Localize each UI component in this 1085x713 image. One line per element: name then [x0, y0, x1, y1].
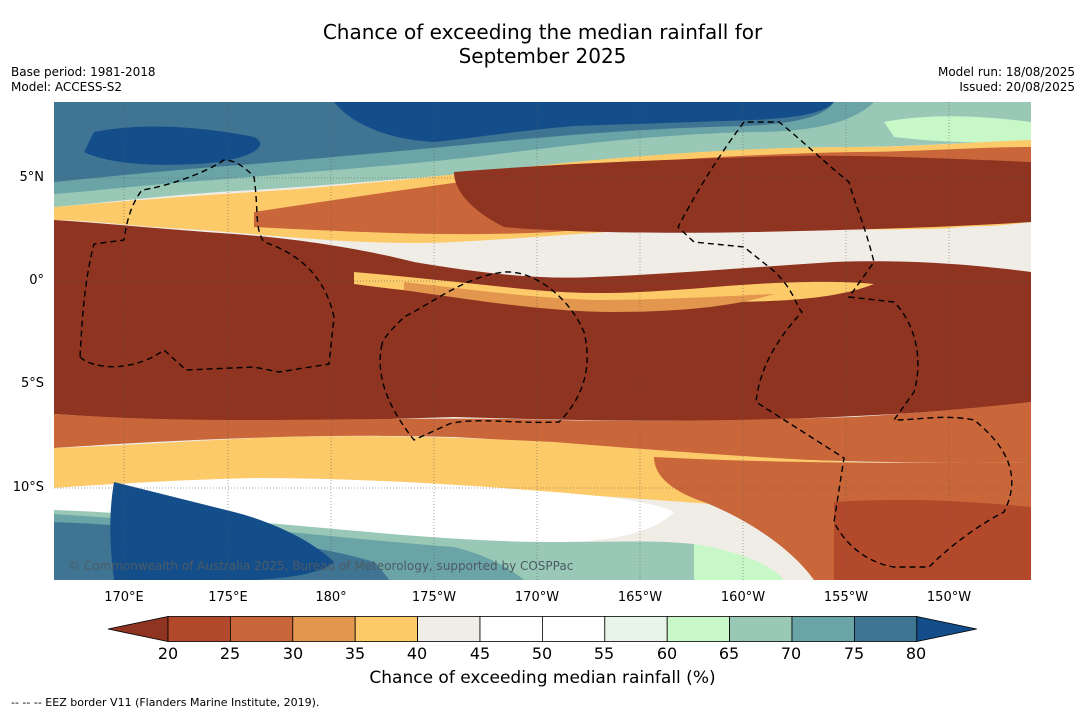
colorbar-tick-50: 50	[531, 644, 553, 663]
colorbar-segment	[230, 616, 294, 642]
copyright-notice: © Commonwealth of Australia 2025, Bureau…	[68, 559, 574, 573]
colorbar-segment	[854, 616, 918, 642]
model-run: Model run: 18/08/2025	[937, 65, 1075, 79]
lon-label-170e: 170°E	[104, 590, 144, 605]
graticule	[54, 102, 1031, 580]
lon-label-160w: 160°W	[720, 590, 766, 605]
colorbar-tick-65: 65	[718, 644, 740, 663]
south-darkest-zone	[110, 482, 334, 580]
lon-label-175w: 175°W	[411, 590, 457, 605]
eez-line-islands-border	[677, 121, 1013, 568]
lon-label-175e: 175°E	[208, 590, 248, 605]
rainfall-map	[54, 102, 1031, 580]
eez-phoenix-border	[379, 271, 588, 441]
colorbar-tick-55: 55	[593, 644, 615, 663]
colorbar-tick-70: 70	[780, 644, 802, 663]
lat-label-10s: 10°S	[12, 480, 44, 495]
colorbar-tick-80: 80	[905, 644, 927, 663]
lon-label-150w: 150°W	[926, 590, 972, 605]
meta-left: Base period: 1981-2018 Model: ACCESS-S2	[11, 65, 156, 95]
colorbar-segment	[604, 616, 668, 642]
lon-label-170w: 170°W	[514, 590, 560, 605]
lat-label-0: 0°	[29, 273, 44, 288]
chart-title: Chance of exceeding the median rainfall …	[0, 20, 1085, 68]
north-red-patch	[454, 155, 1031, 233]
colorbar-tick-30: 30	[282, 644, 304, 663]
lat-label-5s: 5°S	[20, 376, 44, 391]
south-green-patch	[694, 544, 784, 580]
colorbar-segment	[292, 616, 356, 642]
eez-borders	[79, 121, 1013, 568]
colorbar-svg	[107, 616, 977, 642]
eez-tuvalu-border	[79, 159, 335, 373]
colorbar-tick-60: 60	[656, 644, 678, 663]
colorbar-extend-high	[916, 616, 977, 642]
colorbar-segment	[729, 616, 793, 642]
issued-date: Issued: 20/08/2025	[959, 80, 1075, 94]
colorbar-segment	[417, 616, 481, 642]
south-white-zone	[54, 478, 674, 542]
colorbar-tick-75: 75	[843, 644, 865, 663]
north-darkest-zone	[334, 102, 834, 142]
colorbar-tick-45: 45	[469, 644, 491, 663]
meta-right: Model run: 18/08/2025 Issued: 20/08/2025	[938, 65, 1075, 95]
north-east-green	[884, 116, 1031, 143]
map-svg	[54, 102, 1031, 580]
lon-label-165w: 165°W	[617, 590, 663, 605]
lon-label-180: 180°	[315, 590, 347, 605]
base-period: Base period: 1981-2018	[11, 65, 156, 79]
colorbar-segment	[791, 616, 855, 642]
colorbar-tick-20: 20	[157, 644, 179, 663]
colorbar-segment	[479, 616, 543, 642]
colorbar-segment	[541, 616, 606, 642]
title-line-2: September 2025	[458, 44, 627, 68]
lat-label-5n: 5°N	[19, 170, 45, 185]
title-line-1: Chance of exceeding the median rainfall …	[322, 20, 763, 44]
equatorial-red-band	[54, 220, 1031, 422]
colorbar-tick-25: 25	[219, 644, 241, 663]
north-west-blob	[84, 126, 261, 165]
south-east-red	[834, 499, 1031, 580]
lon-label-155w: 155°W	[823, 590, 869, 605]
colorbar-segment	[167, 616, 231, 642]
south-orange-band	[54, 402, 1031, 463]
equatorial-orange-strip	[404, 282, 774, 312]
colorbar-label: Chance of exceeding median rainfall (%)	[369, 668, 716, 688]
colorbar-extend-low	[107, 616, 169, 642]
colorbar-segment	[666, 616, 731, 642]
colorbar-segment	[354, 616, 418, 642]
east-pale-patch	[924, 226, 1031, 267]
model-name: Model: ACCESS-S2	[11, 80, 123, 94]
eez-legend-note: -- -- -- EEZ border V11 (Flanders Marine…	[11, 696, 320, 709]
colorbar-tick-35: 35	[344, 644, 366, 663]
colorbar-tick-40: 40	[406, 644, 428, 663]
colorbar	[107, 616, 978, 642]
